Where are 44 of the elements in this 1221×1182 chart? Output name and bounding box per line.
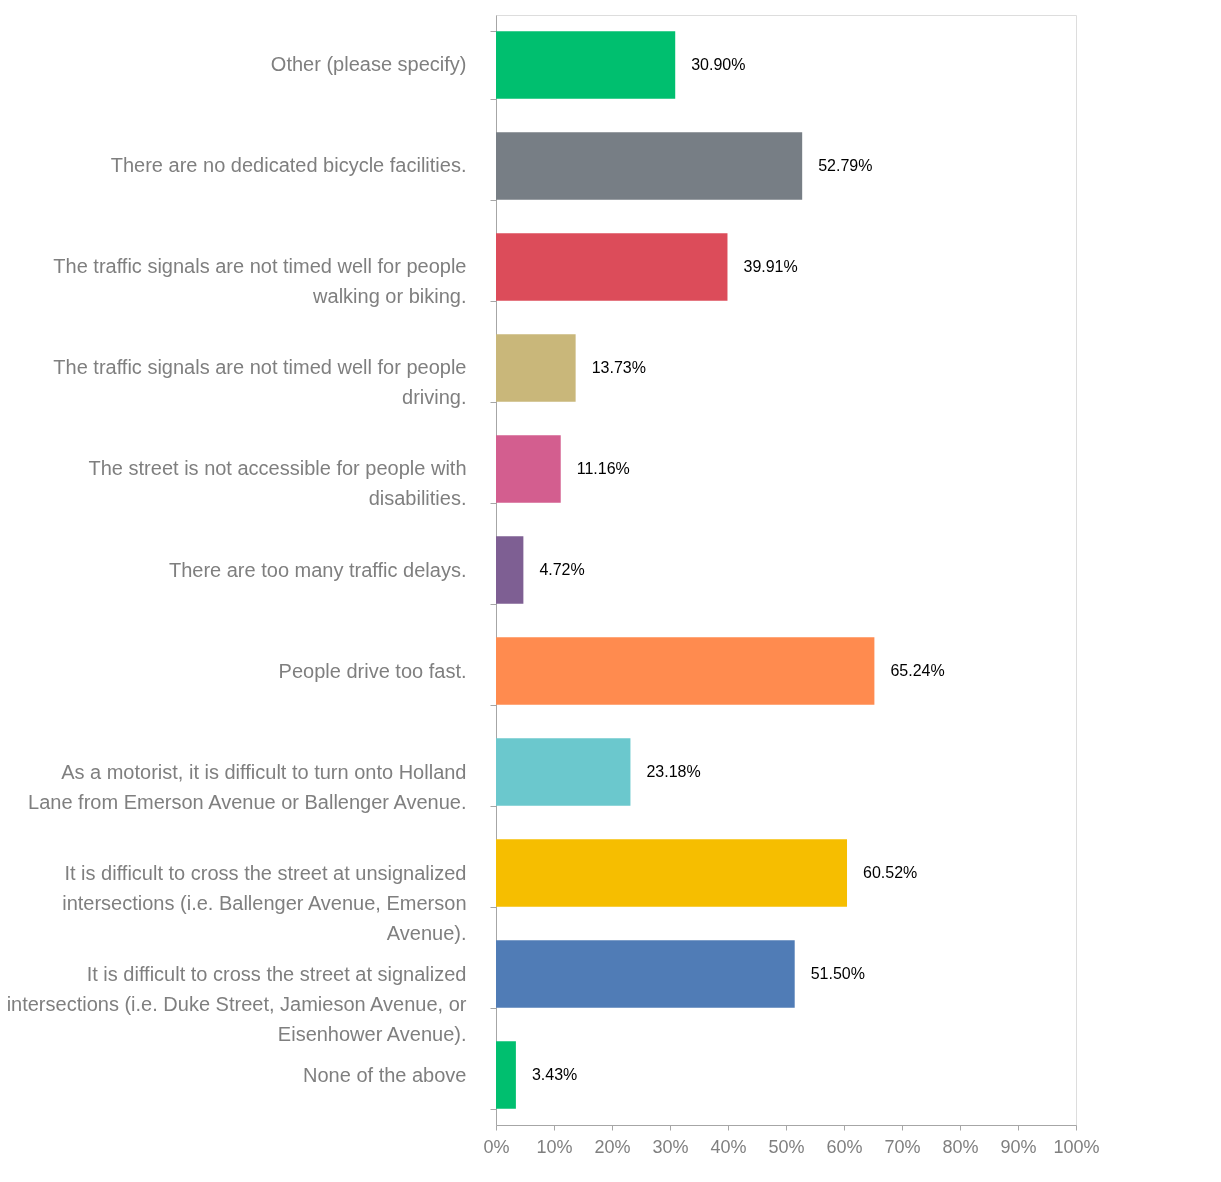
x-tick-label: 90% [1000,1136,1037,1157]
x-tick-label: 100% [1053,1136,1100,1157]
data-label: 39.91% [743,258,798,275]
y-tick-label: The traffic signals are not timed well for people driving. [53,356,467,409]
data-label: 11.16% [576,460,630,477]
y-tick-label: The street is not accessible for people with disabilities. [88,457,467,510]
x-tick-label: 0% [483,1136,510,1157]
y-tick-label: Other (please specify) [270,53,467,76]
x-tick-label: 50% [768,1136,805,1157]
y-tick-label: People drive too fast. [278,659,467,682]
x-tick-label: 80% [942,1136,979,1157]
data-label: 51.50% [810,965,865,982]
y-tick-label: It is difficult to cross the street at signalized intersections (i.e. Duke Street, Jamieson Avenue, or Eisenhower Avenue). [6,962,467,1045]
data-label: 4.72% [539,561,585,578]
x-tick-label: 20% [594,1136,631,1157]
bar [496,536,524,604]
x-tick-label: 10% [536,1136,573,1157]
bar [496,31,676,99]
bar [496,233,728,301]
bar [496,132,803,200]
bar [496,738,631,806]
x-tick-label: 70% [884,1136,921,1157]
y-tick-label: None of the above [303,1063,467,1086]
data-label: 60.52% [863,864,918,881]
x-tick-label: 30% [652,1136,689,1157]
data-label: 65.24% [890,662,945,679]
data-label: 3.43% [531,1066,578,1083]
y-tick-label: The traffic signals are not timed well for people walking or biking. [53,255,467,308]
y-tick-label: It is difficult to cross the street at unsignalized intersections (i.e. Ballenger Avenue, Emerson Avenue). [62,861,467,944]
bar [496,637,875,705]
bar [496,940,795,1008]
bar [496,334,576,402]
bar [496,839,848,907]
x-tick-label: 60% [826,1136,863,1157]
bar [496,435,561,503]
y-tick-label: There are too many traffic delays. [168,558,467,581]
bar [496,1041,516,1109]
data-label: 23.18% [646,763,701,780]
x-tick-label: 40% [710,1136,747,1157]
data-label: 13.73% [591,359,646,376]
y-tick-label: There are no dedicated bicycle facilities. [110,154,467,177]
y-tick-label: As a motorist, it is difficult to turn onto Holland Lane from Emerson Avenue or Ballenger Avenue. [28,760,467,813]
data-label: 30.90% [691,56,746,73]
data-label: 52.79% [818,157,873,174]
